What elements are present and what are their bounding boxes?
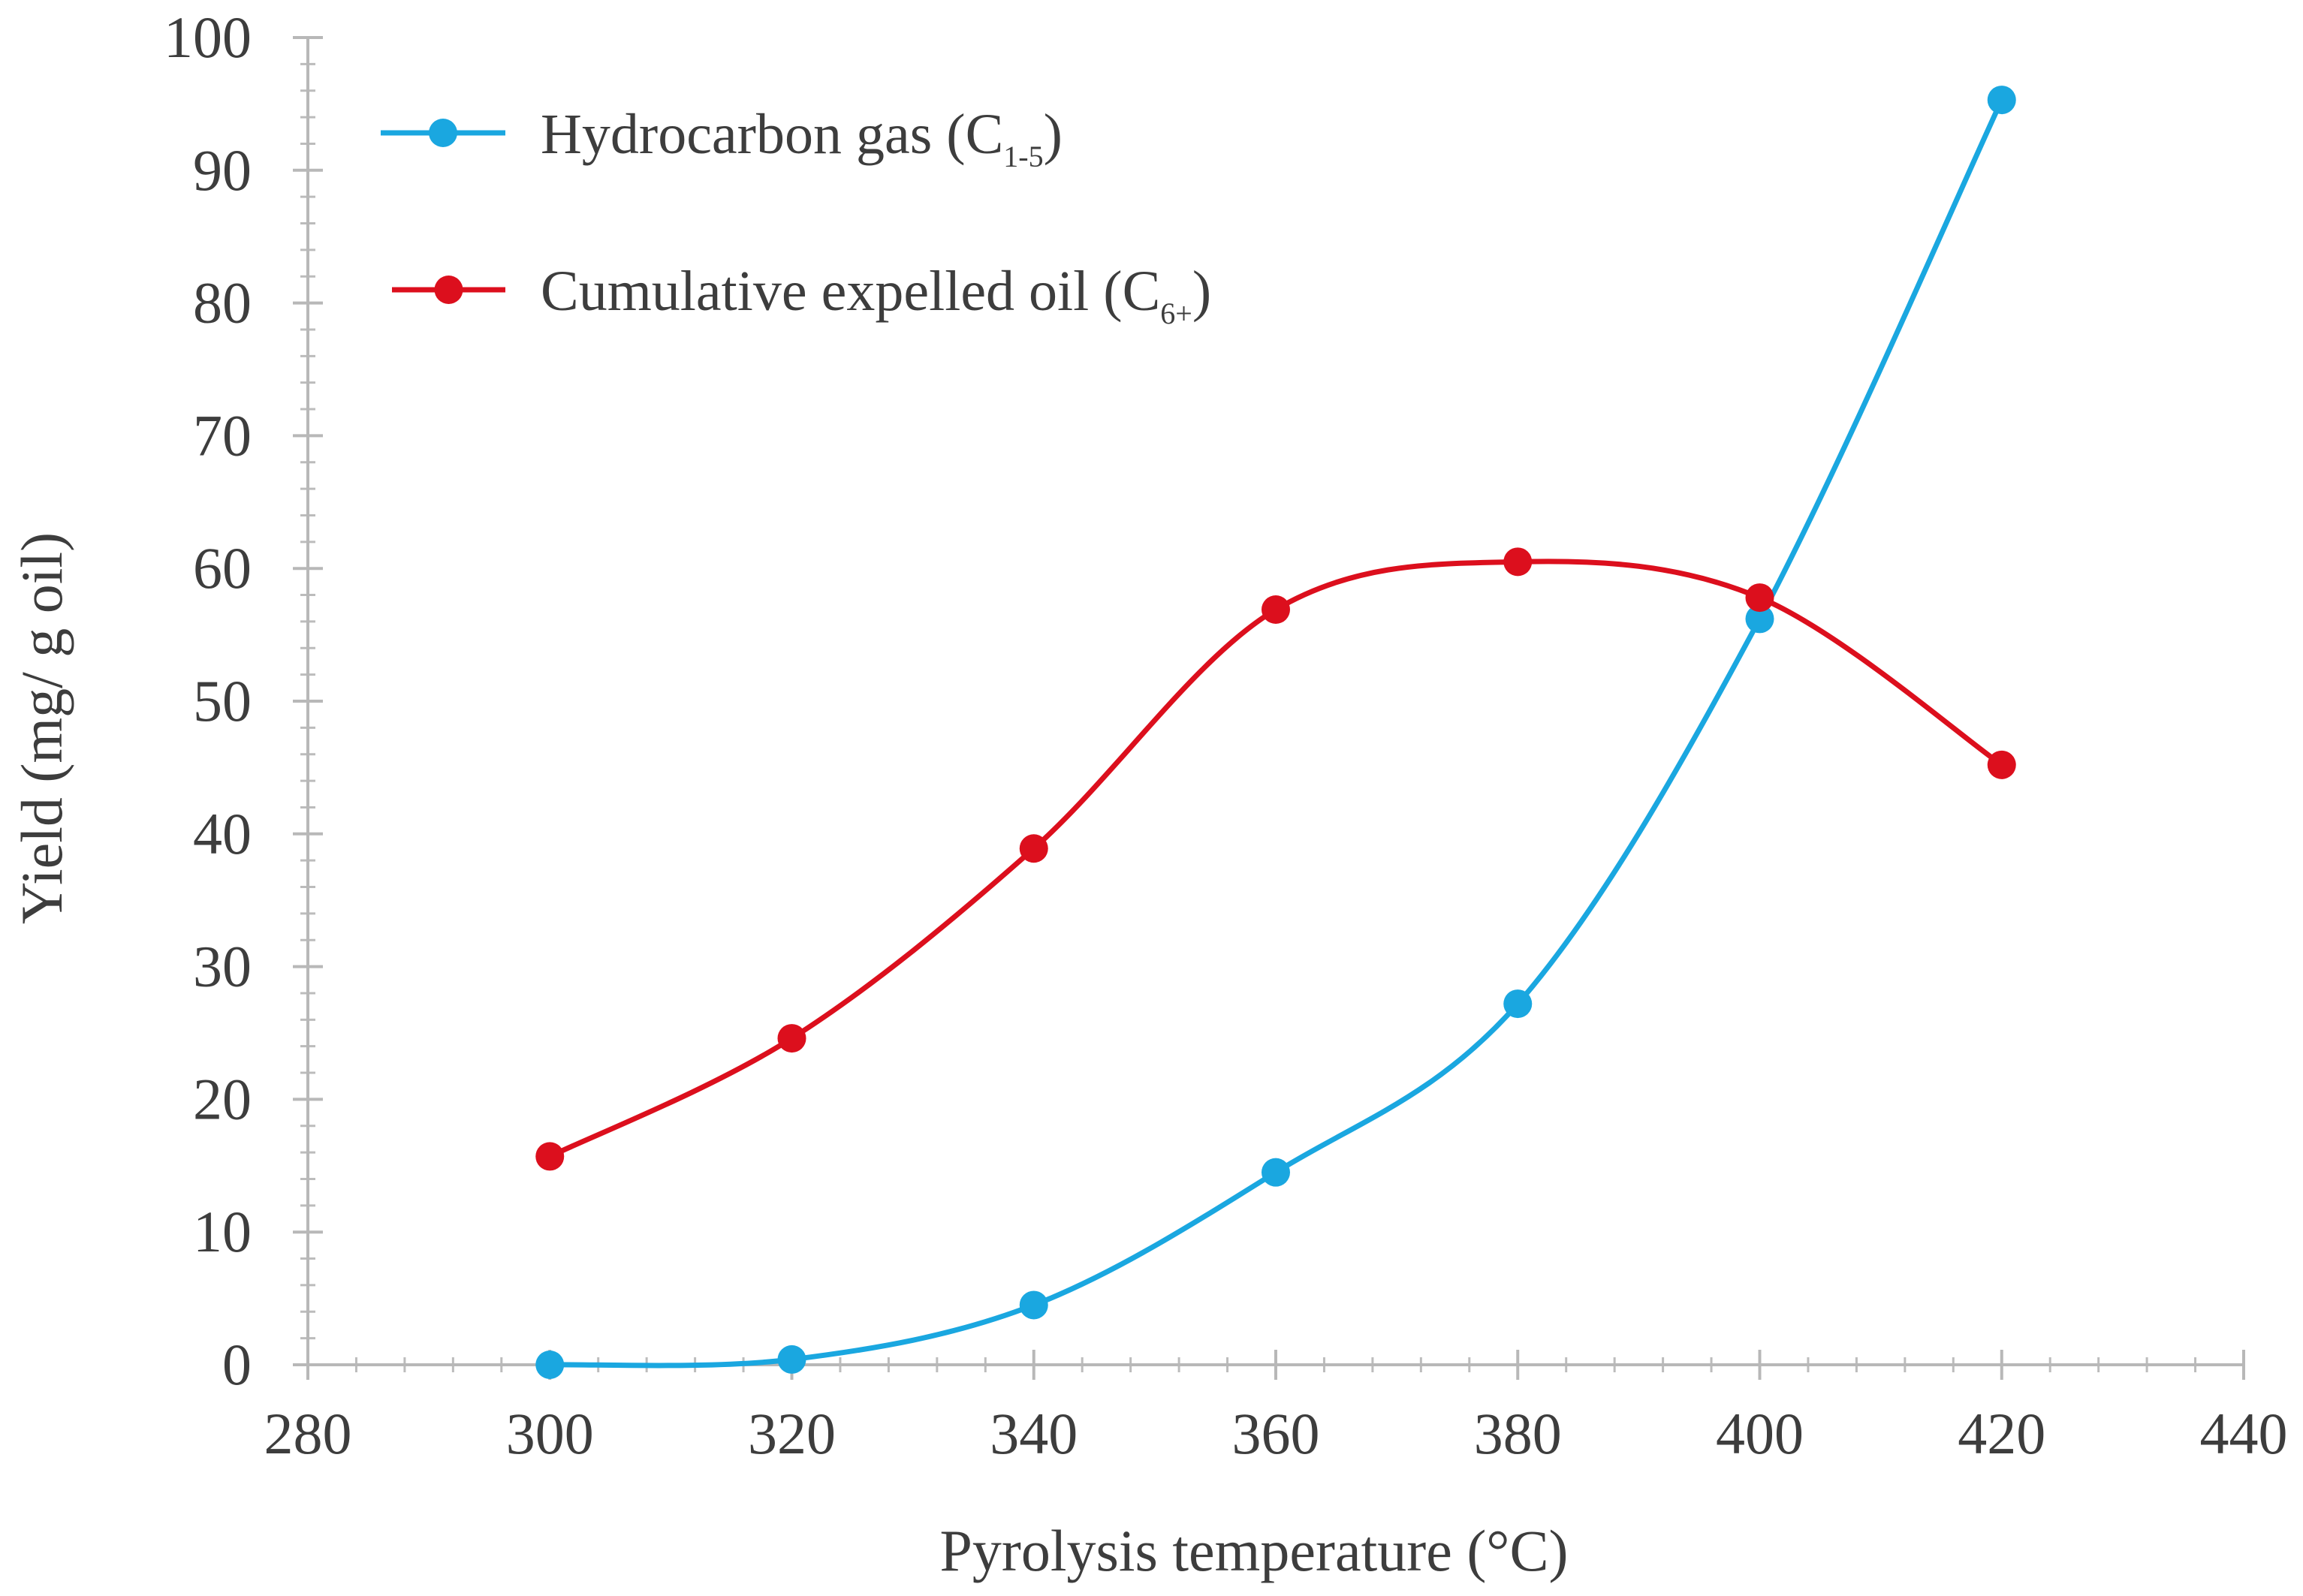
legend-marker	[434, 276, 463, 304]
legend-label-subscript: 1-5	[1003, 140, 1043, 173]
series-1	[535, 547, 2016, 1171]
x-tick-label: 400	[1716, 1401, 1804, 1466]
y-tick-label: 0	[222, 1332, 252, 1397]
legend-label: Cumulative expelled oil (C6+)	[541, 260, 1211, 330]
data-point	[777, 1345, 806, 1374]
series-line	[547, 97, 2005, 1369]
data-point	[1019, 1290, 1048, 1320]
data-point	[1503, 547, 1533, 577]
y-tick-label: 60	[193, 535, 252, 601]
legend-label: Hydrocarbon gas (C1-5)	[541, 103, 1063, 173]
x-axis-title: Pyrolysis temperature (°C)	[939, 1518, 1568, 1583]
y-tick-label: 90	[193, 137, 252, 203]
series-line	[547, 559, 2005, 1159]
axes: 0 10 20 30 40 50 60 70 80 90 100 280 300 320 340 360 380…	[164, 5, 2288, 1466]
x-tick-label: 360	[1232, 1401, 1320, 1466]
y-tick-label: 50	[193, 668, 252, 733]
y-axis-title: Yield (mg/ g oil)	[9, 532, 74, 924]
x-tick-label: 340	[990, 1401, 1078, 1466]
data-point	[777, 1024, 806, 1053]
data-point	[1262, 595, 1290, 625]
x-tick-label: 380	[1474, 1401, 1562, 1466]
data-point	[535, 1142, 565, 1171]
y-tick-label: 30	[193, 934, 252, 999]
legend-label-main: Cumulative expelled oil (C	[541, 260, 1160, 323]
y-tick-label: 40	[193, 801, 252, 866]
data-point	[1987, 86, 2016, 115]
x-tick-label: 280	[264, 1401, 352, 1466]
y-tick-label: 70	[193, 402, 252, 468]
legend-label-subscript: 6+	[1160, 297, 1192, 330]
y-tick-label: 20	[193, 1066, 252, 1131]
data-point	[1745, 583, 1774, 613]
y-tick-label: 100	[164, 5, 252, 70]
legend-label-close: )	[1044, 103, 1063, 166]
data-series	[535, 86, 2016, 1379]
x-tick-label: 440	[2200, 1401, 2288, 1466]
x-tick-label: 300	[506, 1401, 594, 1466]
x-tick-label: 420	[1958, 1401, 2045, 1466]
series-0	[535, 86, 2016, 1379]
legend-marker	[429, 119, 457, 147]
legend-item-0: Hydrocarbon gas (C1-5)	[381, 103, 1063, 173]
data-point	[1503, 989, 1533, 1019]
legend-item-1: Cumulative expelled oil (C6+)	[392, 260, 1211, 330]
legend: Hydrocarbon gas (C1-5)Cumulative expelle…	[381, 103, 1211, 330]
data-point	[1019, 834, 1048, 863]
y-tick-label: 80	[193, 270, 252, 336]
x-tick-label: 320	[748, 1401, 836, 1466]
legend-label-main: Hydrocarbon gas (C	[541, 103, 1003, 166]
data-point	[1987, 750, 2016, 779]
data-point	[1745, 604, 1774, 634]
data-point	[1262, 1158, 1290, 1187]
y-tick-label: 10	[193, 1199, 252, 1264]
data-point	[535, 1351, 565, 1379]
legend-label-close: )	[1192, 260, 1211, 323]
